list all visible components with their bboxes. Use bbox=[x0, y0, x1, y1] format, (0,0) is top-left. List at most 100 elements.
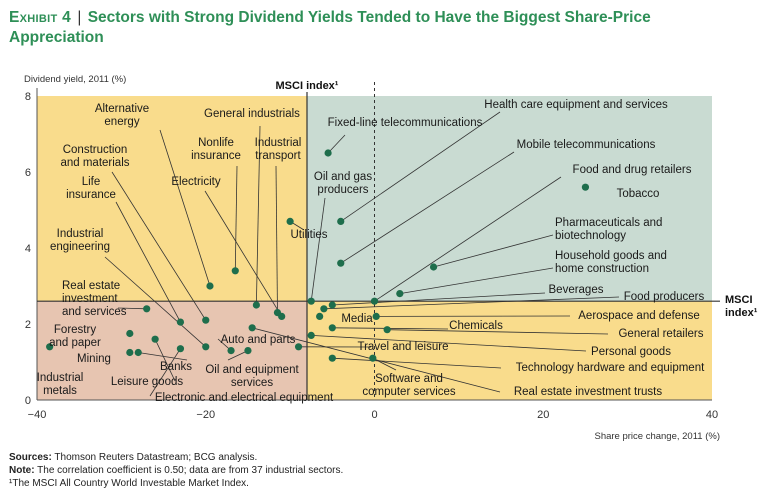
data-point-food-producers bbox=[320, 305, 328, 313]
x-tick-label: −20 bbox=[196, 409, 215, 421]
leader-line bbox=[115, 201, 181, 323]
point-label: Personal goods bbox=[591, 346, 671, 358]
x-tick-label: −40 bbox=[28, 409, 47, 421]
data-point-aerospace-and-defense bbox=[372, 312, 380, 320]
point-label: Technology hardware and equipment bbox=[516, 362, 705, 374]
point-label-line: Pharmaceuticals and bbox=[555, 217, 662, 229]
data-point-travel-and-leisure bbox=[294, 343, 303, 351]
point-label-line: Aerospace and defense bbox=[578, 310, 699, 322]
msci-y-label-line: index¹ bbox=[725, 307, 758, 319]
point-label: Media bbox=[341, 313, 373, 325]
leader-line bbox=[387, 329, 609, 335]
point-label-line: Oil and equipment bbox=[205, 364, 299, 376]
point-label-line: and paper bbox=[49, 337, 101, 349]
data-point-media bbox=[316, 312, 324, 320]
data-point-fixed-line-telecommunications bbox=[324, 149, 332, 157]
point-label-line: engineering bbox=[50, 241, 110, 253]
note-line: Note: The correlation coefficient is 0.5… bbox=[9, 465, 344, 476]
leader-line bbox=[327, 134, 346, 154]
data-point-software-and-computer-services bbox=[369, 354, 377, 362]
data-point-technology-hardware-and-equipment bbox=[328, 354, 336, 362]
point-label: Industrial engineering bbox=[50, 228, 110, 253]
point-label-line: General retailers bbox=[618, 328, 703, 340]
point-label: Mining bbox=[77, 353, 111, 365]
leader-line bbox=[149, 348, 181, 397]
data-point-oil-and-equipment-services bbox=[244, 347, 252, 355]
point-label-line: Personal goods bbox=[591, 346, 671, 358]
point-label-line: Electronic and electrical equipment bbox=[155, 392, 334, 404]
footer: Sources: Thomson Reuters Datastream; BCG… bbox=[9, 451, 343, 490]
msci-y-label-line: MSCI bbox=[725, 294, 753, 306]
footnote-line: ¹The MSCI All Country World Investable M… bbox=[9, 478, 249, 489]
leader-line bbox=[323, 296, 620, 310]
point-label-line: Food producers bbox=[624, 291, 705, 303]
data-point-mobile-telecommunications bbox=[337, 259, 345, 267]
point-label: Leisure goods bbox=[111, 376, 183, 388]
point-label-line: Oil and gas bbox=[314, 171, 372, 183]
leader-line bbox=[340, 151, 515, 264]
y-tick-label: 2 bbox=[25, 319, 31, 331]
exhibit-title: Exhibit 4 | Sectors with Strong Dividend… bbox=[9, 8, 749, 48]
data-point-household-goods-and-home-construction bbox=[396, 290, 404, 298]
leader-line bbox=[111, 171, 207, 321]
point-label-line: Alternative bbox=[95, 103, 149, 115]
quadrant-bottom-left bbox=[37, 301, 307, 400]
point-label: Mobile telecommunications bbox=[517, 139, 656, 151]
point-label-line: metals bbox=[43, 385, 77, 397]
data-point-chemicals bbox=[328, 324, 336, 332]
x-tick-label: 0 bbox=[371, 409, 377, 421]
data-point-auto-and-parts bbox=[227, 347, 235, 355]
point-label-line: Technology hardware and equipment bbox=[516, 362, 705, 374]
point-label-line: producers bbox=[317, 184, 368, 196]
data-point-real-estate-investment-and-services bbox=[143, 305, 151, 313]
data-point-forestry-and-paper bbox=[126, 329, 134, 338]
leader-line bbox=[332, 292, 546, 306]
leader-line bbox=[399, 267, 554, 294]
point-label: Oil and equipment services bbox=[205, 364, 299, 389]
point-label-line: Industrial bbox=[255, 137, 302, 149]
y-axis-title: Dividend yield, 2011 (%) bbox=[24, 74, 126, 85]
data-point-health-care-equipment-and-services bbox=[337, 217, 345, 225]
msci-x-label: MSCI index¹ bbox=[276, 80, 339, 92]
point-label-line: Auto and parts bbox=[221, 334, 296, 346]
leader-line bbox=[138, 352, 188, 361]
data-point-banks bbox=[134, 348, 142, 357]
point-label: General retailers bbox=[618, 328, 703, 340]
leader-line bbox=[433, 234, 554, 268]
sources-line: Sources: Thomson Reuters Datastream; BCG… bbox=[9, 452, 258, 463]
point-label-line: home construction bbox=[555, 263, 649, 275]
point-label: Construction and materials bbox=[60, 144, 129, 169]
data-point-industrial-engineering bbox=[202, 343, 210, 351]
point-label: Utilities bbox=[290, 229, 327, 241]
point-label-line: Fixed-line telecommunications bbox=[328, 117, 483, 129]
leader-line bbox=[154, 339, 176, 382]
point-label: Forestry and paper bbox=[49, 324, 101, 349]
point-label-line: Construction bbox=[63, 144, 128, 156]
point-label: Electricity bbox=[171, 176, 220, 188]
leader-line bbox=[159, 129, 211, 287]
point-label: Food and drug retailers bbox=[573, 164, 692, 176]
point-label-line: Real estate bbox=[62, 280, 120, 292]
title-separator: | bbox=[77, 9, 82, 26]
point-label: Travel and leisure bbox=[358, 341, 449, 353]
point-label-line: Household goods and bbox=[555, 250, 667, 262]
leader-line bbox=[252, 327, 501, 393]
point-label-line: Industrial bbox=[57, 228, 104, 240]
leader-line bbox=[104, 256, 207, 348]
point-label: Alternative energy bbox=[95, 103, 149, 128]
y-tick-label: 6 bbox=[25, 167, 31, 179]
point-label: General industrials bbox=[204, 108, 300, 120]
point-label: Real estate investment trusts bbox=[514, 386, 663, 398]
point-label-line: biotechnology bbox=[555, 230, 626, 242]
data-point-nonlife-insurance bbox=[231, 267, 239, 275]
point-label: Industrial transport bbox=[255, 137, 302, 162]
point-label: Auto and parts bbox=[221, 334, 296, 346]
data-point-pharmaceuticals-and-biotechnology bbox=[429, 263, 438, 271]
point-label-line: investment bbox=[62, 293, 118, 305]
point-label-line: Chemicals bbox=[449, 320, 503, 332]
point-label-line: Health care equipment and services bbox=[484, 99, 668, 111]
data-point-food-and-drug-retailers bbox=[370, 297, 379, 305]
point-label-line: Travel and leisure bbox=[358, 341, 449, 353]
point-label-line: Real estate investment trusts bbox=[514, 386, 663, 398]
point-label-line: insurance bbox=[66, 189, 116, 201]
